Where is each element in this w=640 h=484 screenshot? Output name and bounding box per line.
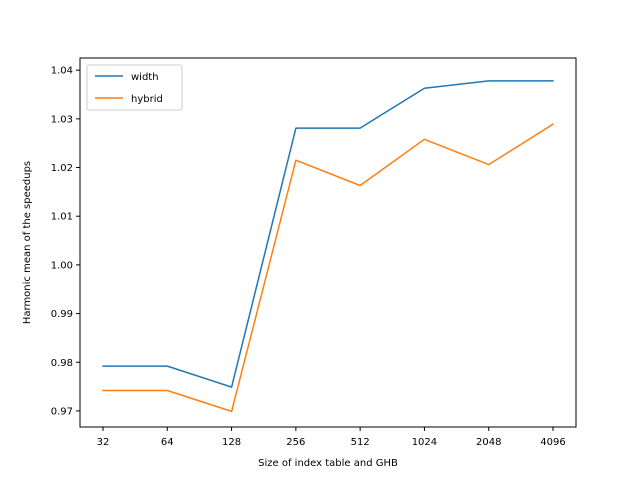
x-tick-label: 256	[286, 437, 305, 448]
x-axis-label: Size of index table and GHB	[258, 458, 398, 469]
y-tick-label: 0.98	[51, 358, 73, 369]
x-tick-label: 1024	[412, 437, 437, 448]
plot-frame	[79, 57, 577, 428]
y-axis: 0.97 0.98 0.99 1.00 1.01 1.02 1.03 1.04	[51, 66, 80, 417]
x-tick-label: 4096	[540, 437, 565, 448]
series-line-hybrid	[102, 123, 555, 413]
y-tick-label: 1.03	[51, 114, 73, 125]
x-tick-label: 2048	[476, 437, 501, 448]
plot-area	[80, 58, 576, 427]
x-tick-label: 64	[161, 437, 174, 448]
y-tick-label: 1.02	[51, 163, 73, 174]
legend: width hybrid	[86, 64, 183, 111]
legend-label-width: width	[131, 72, 159, 83]
x-tick-label: 128	[222, 437, 241, 448]
y-tick-label: 0.99	[51, 309, 73, 320]
y-tick-label: 1.00	[51, 260, 73, 271]
legend-label-hybrid: hybrid	[131, 94, 163, 105]
y-tick-label: 1.01	[51, 212, 73, 223]
x-tick-label: 32	[97, 437, 110, 448]
y-tick-label: 1.04	[51, 66, 73, 77]
x-axis: 32 64 128 256 512 1024 2048 4096	[97, 427, 566, 448]
x-tick-label: 512	[351, 437, 370, 448]
series-line-width	[102, 80, 554, 388]
y-tick-label: 0.97	[51, 406, 73, 417]
series-layer	[102, 80, 555, 413]
y-axis-label: Harmonic mean of the speedups	[22, 161, 33, 324]
